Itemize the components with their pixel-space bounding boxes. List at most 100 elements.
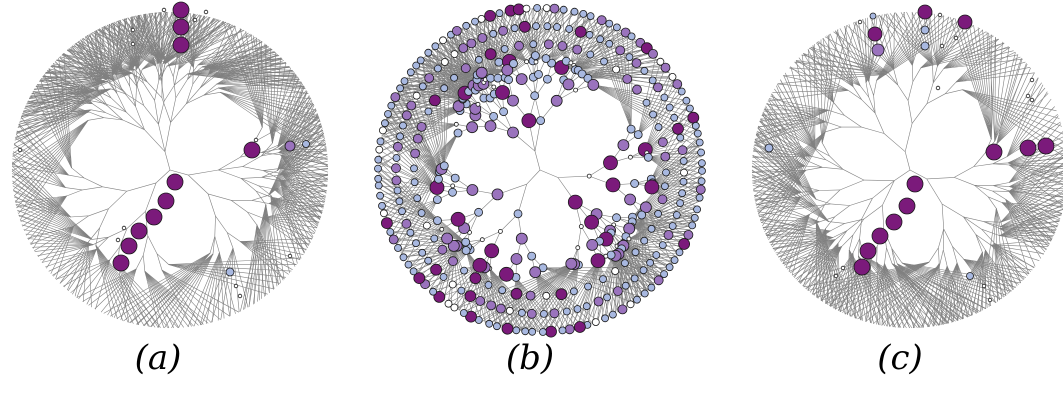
- branch: [927, 177, 955, 179]
- branch: [89, 112, 104, 118]
- tree-node: [696, 194, 703, 201]
- tree-node: [502, 323, 513, 334]
- tree-node: [568, 195, 582, 209]
- tree-node: [533, 23, 540, 30]
- branch: [130, 253, 210, 323]
- branch: [835, 206, 850, 217]
- panel-a-radial-tree: [12, 2, 328, 328]
- branch: [885, 248, 887, 264]
- tree-node: [431, 235, 438, 242]
- tree-node: [433, 196, 441, 204]
- tree-node: [375, 156, 382, 163]
- tree-node: [499, 287, 506, 294]
- tree-node: [499, 26, 508, 35]
- tree-node: [492, 85, 496, 89]
- branch: [126, 112, 144, 130]
- tree-node: [613, 66, 620, 73]
- tree-node: [609, 311, 616, 318]
- branch: [111, 98, 126, 112]
- branch: [940, 250, 944, 266]
- tree-node: [530, 41, 537, 48]
- tree-node: [485, 121, 496, 132]
- tree-node: [516, 74, 527, 85]
- branch: [825, 127, 841, 132]
- tree-node: [523, 5, 530, 12]
- tree-node: [684, 230, 693, 239]
- branch: [993, 164, 1009, 165]
- branch: [882, 181, 894, 206]
- tree-node: [696, 185, 705, 194]
- tree-node: [496, 10, 503, 17]
- tree-node: [537, 117, 545, 125]
- tree-node: [480, 238, 484, 242]
- tree-node: [604, 156, 618, 170]
- tree-node: [501, 46, 508, 53]
- tree-node: [958, 15, 972, 29]
- branch: [127, 183, 156, 191]
- tree-node: [451, 184, 455, 188]
- tree-node: [918, 5, 932, 19]
- tree-node: [402, 111, 411, 120]
- branch: [975, 185, 993, 191]
- tree-node: [654, 276, 663, 285]
- tree-node: [694, 130, 701, 137]
- tree-node: [451, 174, 459, 182]
- branch: [905, 123, 912, 151]
- tree-node: [467, 122, 478, 133]
- tree-node: [563, 308, 570, 315]
- branch: [847, 219, 862, 231]
- tree-node: [698, 149, 705, 156]
- tree-node: [476, 297, 485, 306]
- branch: [938, 229, 943, 248]
- branch: [892, 248, 898, 263]
- tree-node: [655, 210, 662, 217]
- tree-node: [419, 83, 426, 90]
- tree-node: [494, 74, 502, 82]
- tree-node: [694, 206, 701, 213]
- tree-node: [400, 122, 407, 129]
- tree-node: [554, 24, 561, 31]
- tree-node: [288, 254, 292, 258]
- tree-node: [681, 169, 688, 176]
- branch: [993, 163, 1008, 164]
- branch: [208, 194, 231, 200]
- branch: [933, 64, 934, 82]
- tree-node: [526, 291, 535, 300]
- tree-node: [627, 237, 631, 241]
- tree-node: [982, 284, 986, 288]
- branch: [216, 216, 228, 232]
- branch: [913, 68, 921, 82]
- tree-node: [650, 111, 657, 118]
- branch: [137, 87, 143, 106]
- tree-node: [440, 37, 447, 44]
- tree-node: [698, 160, 705, 167]
- tree-node: [425, 74, 434, 83]
- tree-node: [834, 274, 838, 278]
- tree-node: [518, 309, 525, 316]
- branch: [862, 127, 885, 133]
- branch: [816, 199, 831, 204]
- branch: [75, 242, 88, 296]
- tree-node: [425, 108, 432, 115]
- tree-node: [673, 123, 684, 134]
- tree-node: [680, 178, 687, 185]
- tree-node: [496, 86, 510, 100]
- tree-node: [458, 287, 465, 294]
- branch: [72, 168, 85, 178]
- tree-node: [648, 284, 655, 291]
- tree-node: [394, 187, 401, 194]
- branch: [162, 98, 171, 123]
- branch: [218, 157, 240, 170]
- tree-node: [691, 214, 698, 221]
- branch: [527, 170, 540, 184]
- tree-node: [677, 134, 684, 141]
- tree-node: [451, 74, 458, 81]
- branch: [945, 82, 956, 94]
- branch: [864, 180, 894, 181]
- tree-node: [692, 122, 699, 129]
- branch: [535, 151, 540, 170]
- tree-node: [858, 20, 862, 24]
- tree-node: [397, 133, 404, 140]
- tree-node: [543, 75, 551, 83]
- tree-node: [511, 25, 518, 32]
